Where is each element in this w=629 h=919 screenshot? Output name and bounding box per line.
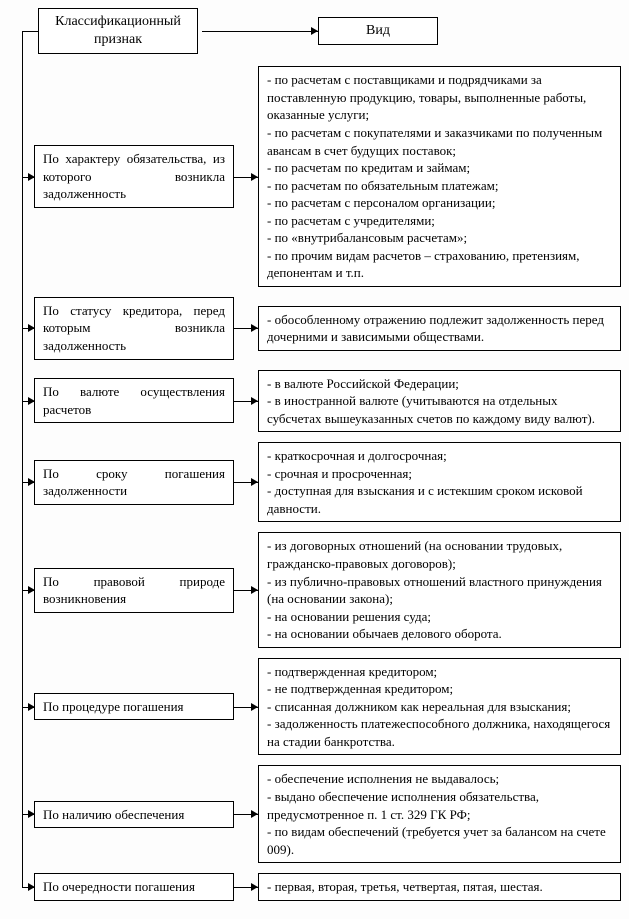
type-list-item: по расчетам по кредитам и займам; xyxy=(267,159,612,177)
type-list-item: списанная должником как нереальная для в… xyxy=(267,698,612,716)
row: По очередности погашения первая, вторая, … xyxy=(8,873,621,901)
type-list-item: задолженность платежеспособного должника… xyxy=(267,715,612,750)
spine-branch-arrow xyxy=(28,397,35,405)
type-list-item: обособленному отражению подлежит задолже… xyxy=(267,311,612,346)
type-list-item: по расчетам с поставщиками и подрядчикам… xyxy=(267,71,612,124)
classification-criterion: По наличию обеспечения xyxy=(34,801,234,829)
row: По правовой природе возникновения из дого… xyxy=(8,532,621,647)
type-list-item: на основании обычаев делового оборота. xyxy=(267,625,612,643)
row: По валюте осуществления расчетов в валюте… xyxy=(8,370,621,433)
type-list-item: первая, вторая, третья, четвертая, пятая… xyxy=(267,878,612,896)
classification-criterion: По валюте осуществления расчетов xyxy=(34,378,234,423)
mid-arrow xyxy=(251,810,258,818)
spine-branch-arrow xyxy=(28,810,35,818)
rows-container: По характеру обязательства, из которого … xyxy=(8,66,621,900)
mid-arrow xyxy=(251,883,258,891)
type-list: в валюте Российской Федерации;в иностран… xyxy=(258,370,621,433)
classification-criterion: По правовой природе возникновения xyxy=(34,568,234,613)
type-list-item: по расчетам по обязательным платежам; xyxy=(267,177,612,195)
spine-branch-arrow xyxy=(28,883,35,891)
header-arrow xyxy=(311,27,318,35)
type-list: подтвержденная кредитором;не подтвержден… xyxy=(258,658,621,756)
mid-arrow xyxy=(251,324,258,332)
type-list-item: на основании решения суда; xyxy=(267,608,612,626)
type-list-item: по расчетам с персоналом организации; xyxy=(267,194,612,212)
classification-criterion: По характеру обязательства, из которого … xyxy=(34,145,234,208)
type-list-item: из договорных отношений (на основании тр… xyxy=(267,537,612,572)
row: По процедуре погашения подтвержденная кре… xyxy=(8,658,621,756)
type-list-item: срочная и просроченная; xyxy=(267,465,612,483)
type-list: краткосрочная и долгосрочная;срочная и п… xyxy=(258,442,621,522)
mid-arrow xyxy=(251,478,258,486)
spine-branch-arrow xyxy=(28,478,35,486)
row: По сроку погашения задолженности краткоср… xyxy=(8,442,621,522)
row: По наличию обеспечения обеспечение исполн… xyxy=(8,765,621,863)
spine-branch-arrow xyxy=(28,173,35,181)
spine-branch-arrow xyxy=(28,324,35,332)
type-list-item: по расчетам с учредителями; xyxy=(267,212,612,230)
type-list: обеспечение исполнения не выдавалось;выд… xyxy=(258,765,621,863)
type-list-item: не подтвержденная кредитором; xyxy=(267,680,612,698)
header-spine-branch xyxy=(22,31,38,32)
type-list: обособленному отражению подлежит задолже… xyxy=(258,306,621,351)
type-list-item: в валюте Российской Федерации; xyxy=(267,375,612,393)
mid-arrow xyxy=(251,703,258,711)
type-list-item: подтвержденная кредитором; xyxy=(267,663,612,681)
classification-criterion: По очередности погашения xyxy=(34,873,234,901)
classification-diagram: Классификационный признак Вид По характе… xyxy=(8,8,621,901)
mid-arrow xyxy=(251,173,258,181)
type-list-item: краткосрочная и долгосрочная; xyxy=(267,447,612,465)
mid-arrow xyxy=(251,397,258,405)
type-list: из договорных отношений (на основании тр… xyxy=(258,532,621,647)
type-list-item: по расчетам с покупателями и заказчиками… xyxy=(267,124,612,159)
spine-branch-arrow xyxy=(28,703,35,711)
type-list: первая, вторая, третья, четвертая, пятая… xyxy=(258,873,621,901)
type-list-item: из публично-правовых отношений властного… xyxy=(267,573,612,608)
mid-arrow xyxy=(251,586,258,594)
classification-criterion: По статусу кредитора, перед которым возн… xyxy=(34,297,234,360)
header-row: Классификационный признак Вид xyxy=(38,8,621,54)
type-list: по расчетам с поставщиками и подрядчикам… xyxy=(258,66,621,287)
type-list-item: по «внутрибалансовым расчетам»; xyxy=(267,229,612,247)
classification-criterion: По процедуре погашения xyxy=(34,693,234,721)
type-list-item: по прочим видам расчетов – страхованию, … xyxy=(267,247,612,282)
classification-criterion: По сроку погашения задолженности xyxy=(34,460,234,505)
type-list-item: выдано обеспечение исполнения обязательс… xyxy=(267,788,612,823)
spine-branch-arrow xyxy=(28,586,35,594)
header-type: Вид xyxy=(318,17,438,45)
header-classification: Классификационный признак xyxy=(38,8,198,54)
type-list-item: в иностранной валюте (учитываются на отд… xyxy=(267,392,612,427)
row: По характеру обязательства, из которого … xyxy=(8,66,621,287)
header-connector xyxy=(202,31,318,32)
type-list-item: обеспечение исполнения не выдавалось; xyxy=(267,770,612,788)
type-list-item: по видам обеспечений (требуется учет за … xyxy=(267,823,612,858)
type-list-item: доступная для взыскания и с истекшим сро… xyxy=(267,482,612,517)
row: По статусу кредитора, перед которым возн… xyxy=(8,297,621,360)
